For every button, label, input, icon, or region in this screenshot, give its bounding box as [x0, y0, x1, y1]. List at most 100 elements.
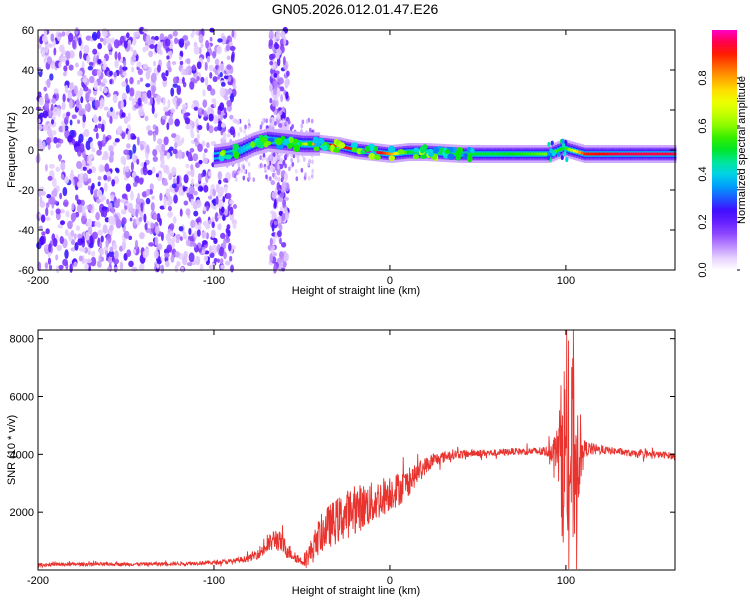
spectrogram-noise-cell — [162, 76, 168, 82]
spectrogram-noise-cell — [278, 77, 284, 85]
spectrogram-noise-cell — [281, 182, 287, 191]
spectrogram-noise-cell — [91, 147, 96, 153]
spectrogram-noise-cell — [207, 219, 212, 224]
spectrogram-ridge-core — [530, 152, 534, 156]
spectrogram-noise-cell — [160, 264, 165, 274]
spectrogram-noise-cell — [199, 263, 204, 272]
snr-x-tick-label: 100 — [557, 575, 575, 587]
spectrogram-ridge-core — [596, 152, 600, 156]
spectrogram-noise-cell — [156, 259, 162, 265]
spectrogram-noise-cell — [140, 202, 144, 212]
spectrogram-noise-cell — [51, 177, 57, 188]
spectrogram-noise-cell — [125, 84, 130, 94]
spectrogram-noise-cell — [232, 221, 237, 230]
spectrogram-ridge-blob — [561, 138, 565, 144]
spectrogram-noise-cell — [157, 64, 161, 73]
spectrogram-noise-cell — [86, 54, 91, 64]
spectrogram-noise-cell — [95, 132, 99, 140]
spectrogram-noise-cell — [114, 51, 118, 60]
spectrogram-ridge-core — [467, 152, 471, 156]
spectrogram-noise-cell — [145, 197, 151, 205]
spectrogram-ridge-core — [393, 152, 397, 155]
spectrogram-noise-cell — [123, 40, 128, 49]
spectrogram-noise-cell — [131, 36, 137, 46]
spectrogram-noise-cell — [51, 130, 57, 136]
spectrogram-noise-cell — [176, 98, 181, 107]
spectrogram-noise-cell — [217, 38, 223, 43]
spectrogram-noise-cell — [272, 237, 276, 245]
spectrogram-ridge-core — [654, 152, 659, 156]
spectrogram-noise-cell — [67, 135, 74, 143]
spectrogram-ridge-blob — [470, 148, 475, 154]
spectrogram-noise-cell — [287, 119, 291, 125]
spectrogram-noise-cell — [121, 209, 126, 215]
spectrogram-noise-cell — [123, 230, 130, 239]
spectrogram-ridge-core — [517, 152, 521, 156]
snr-y-tick-label: 6000 — [10, 392, 34, 404]
spectrogram-ridge-blob — [547, 150, 551, 156]
spectrogram-noise-cell — [208, 171, 212, 177]
spectrogram-noise-cell — [284, 163, 287, 169]
spectrogram-noise-cell — [63, 199, 69, 208]
spectrogram-noise-cell — [192, 64, 196, 71]
spectrogram-y-tick-label: 0 — [28, 145, 34, 157]
spectrogram-noise-cell — [91, 31, 98, 41]
spectrogram-noise-cell — [99, 37, 104, 42]
spectrogram-noise-cell — [43, 244, 50, 249]
spectrogram-noise-cell — [57, 32, 63, 38]
spectrogram-noise-cell — [278, 122, 283, 129]
spectrogram-noise-cell — [275, 99, 279, 108]
spectrogram-noise-cell — [269, 237, 273, 246]
spectrogram-noise-cell — [229, 45, 236, 52]
spectrogram-noise-cell — [102, 209, 108, 218]
spectrogram-noise-cell — [206, 84, 212, 92]
spectrogram-noise-cell — [58, 44, 65, 53]
spectrogram-ridge-core — [604, 152, 608, 156]
spectrogram-noise-cell — [45, 202, 50, 208]
spectrogram-noise-cell — [186, 262, 193, 267]
spectrogram-noise-cell — [110, 206, 115, 214]
spectrogram-noise-cell — [213, 237, 218, 244]
spectrogram-noise-cell — [70, 212, 77, 222]
spectrogram-ridge-blob — [387, 145, 396, 153]
spectrogram-noise-cell — [133, 31, 140, 38]
spectrogram-noise-cell — [261, 156, 265, 161]
spectrogram-noise-cell — [139, 232, 145, 240]
spectrogram-noise-cell — [44, 262, 49, 270]
spectrogram-noise-cell — [164, 38, 171, 47]
spectrogram-noise-cell — [201, 231, 207, 239]
spectrogram-noise-cell — [130, 190, 134, 201]
spectrogram-noise-cell — [102, 133, 106, 144]
spectrogram-noise-cell — [74, 241, 79, 251]
spectrogram-ridge-blob — [444, 149, 451, 154]
spectrogram-noise-cell — [208, 113, 214, 122]
spectrogram-noise-cell — [237, 131, 241, 137]
spectrogram-noise-cell — [220, 264, 225, 270]
spectrogram-noise-cell — [116, 126, 123, 135]
spectrogram-noise-cell — [283, 36, 287, 46]
spectrogram-ridge-core — [641, 152, 645, 156]
spectrogram-noise-cell — [239, 126, 242, 132]
spectrogram-noise-cell — [86, 155, 92, 165]
spectrogram-noise-cell — [45, 137, 52, 144]
spectrogram-noise-cell — [272, 245, 276, 250]
spectrogram-noise-cell — [279, 86, 285, 92]
spectrogram-noise-cell — [176, 139, 183, 147]
spectrogram-noise-cell — [166, 55, 170, 60]
spectrogram-noise-cell — [87, 204, 93, 211]
spectrogram-noise-cell — [104, 217, 110, 223]
spectrogram-noise-cell — [195, 199, 202, 208]
spectrogram-noise-cell — [38, 112, 45, 118]
spectrogram-ridge-core — [633, 152, 637, 156]
spectrogram-ridge-blob — [412, 154, 420, 160]
snr-frame — [37, 329, 676, 571]
spectrogram-noise-cell — [207, 195, 213, 200]
spectrogram-noise-cell — [259, 155, 263, 160]
spectrogram-ridge-blob — [419, 145, 426, 154]
spectrogram-noise-cell — [76, 204, 83, 214]
spectrogram-noise-cell — [182, 231, 187, 240]
spectrogram-ridge-core — [514, 152, 519, 156]
spectrogram-noise-cell — [233, 84, 237, 90]
spectrogram-noise-cell — [126, 154, 130, 161]
spectrogram-noise-cell — [205, 39, 210, 49]
